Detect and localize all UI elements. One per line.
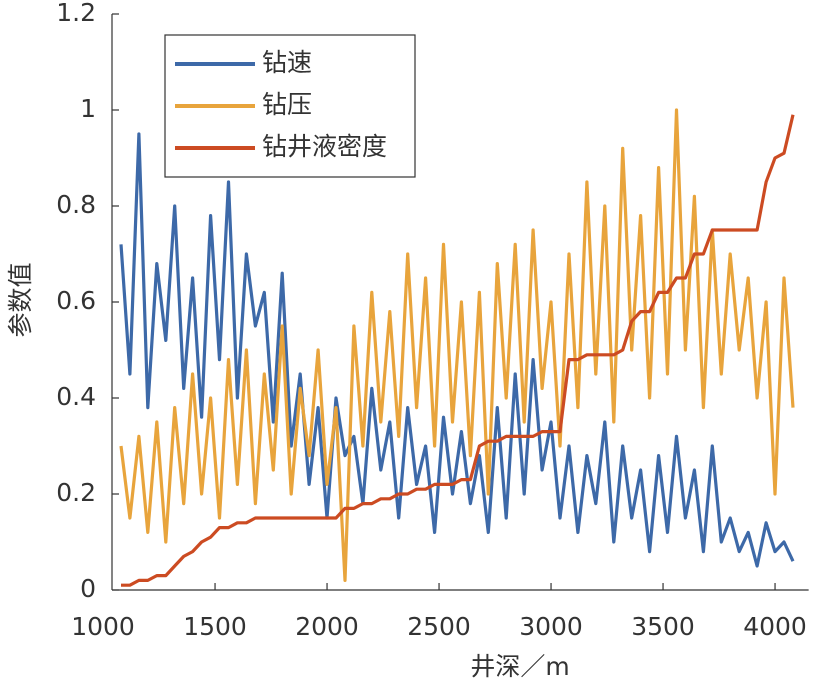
x-tick-label: 2500 <box>407 612 471 641</box>
legend-box <box>164 34 416 178</box>
y-tick-label: 0.6 <box>56 286 96 315</box>
x-axis-label: 井深／m <box>470 652 569 681</box>
x-tick-label: 1500 <box>183 612 247 641</box>
line-series <box>119 132 795 568</box>
legend-label: 钻井液密度 <box>262 132 387 161</box>
x-tick-label: 3500 <box>631 612 695 641</box>
x-tick-label: 2000 <box>295 612 359 641</box>
y-tick-label: 1.2 <box>56 0 96 27</box>
y-tick-label: 0.4 <box>56 382 96 411</box>
y-tick-label: 0 <box>80 574 96 603</box>
legend-label: 钻速 <box>262 48 312 77</box>
legend-label: 钻压 <box>262 90 312 119</box>
y-tick-label: 1 <box>80 94 96 123</box>
line-series <box>121 114 795 587</box>
line-series <box>119 108 795 582</box>
x-tick-label: 3000 <box>519 612 583 641</box>
x-tick-label: 1000 <box>71 612 135 641</box>
x-tick-label: 4000 <box>743 612 807 641</box>
y-tick-label: 0.8 <box>56 190 96 219</box>
y-axis-label: 参数值 <box>6 262 35 337</box>
y-tick-label: 0.2 <box>56 478 96 507</box>
